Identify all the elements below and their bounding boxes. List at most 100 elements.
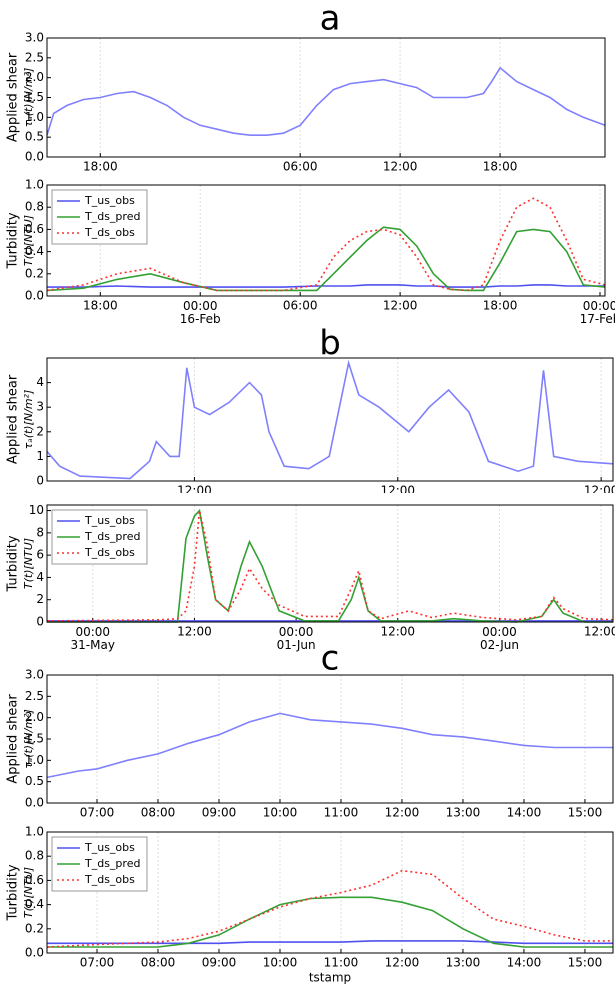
panel-label: a [320,0,341,39]
y-tick-label: 1 [36,449,44,463]
legend-label: T_us_obs [84,514,135,527]
y-axis-label: Applied shear [6,52,21,142]
series-line [46,510,614,622]
y-axis-label-math: T(t)[NTU] [22,538,35,589]
x-tick-label: 07:00 [80,956,115,970]
y-tick-label: 1.5 [25,90,44,104]
x-tick-label: 00:00 31-May [71,625,115,652]
y-tick-label: 4 [36,570,44,584]
panel: 07:00 08:00 09:00 10:00 11:00 12:00 13:00 14:00… [0,663,615,835]
x-tick-label: 18:00 [83,160,118,174]
y-tick-label: 1.0 [25,753,44,767]
y-tick-label: 0.6 [25,873,44,887]
y-tick-label: 0.4 [25,897,44,911]
y-tick-label: 3.0 [25,668,44,682]
x-tick-label: 11:00 [324,956,359,970]
y-axis-label-math: T(t)[NTU] [22,867,35,918]
series-line [46,66,606,136]
x-axis-label: tstamp [309,971,351,985]
panel-label: c [321,639,340,679]
x-tick-label: 07:00 [80,806,115,820]
x-tick-label: 10:00 [263,956,298,970]
series-line [46,197,606,292]
plot-area [47,675,613,803]
y-tick-label: 6 [36,548,44,562]
y-axis-label: Turbidity [6,212,21,269]
panel-label: b [319,324,341,364]
x-tick-label: 13:00 [446,806,481,820]
panel: 18:00 00:00 16-Feb 06:00 12:00 18:00 00:00 17-F… [0,173,615,326]
y-axis-label: Turbidity [6,864,21,921]
panel: 00:00 31-May 12:00 00:00 01-Jun 12:00 00:00 02-… [0,493,615,652]
y-tick-label: 0.0 [25,289,44,303]
plot-frame [46,357,614,482]
x-tick-label: 00:00 16-Feb [180,299,221,326]
y-axis-label-math: τₐ(t)[N/m²] [22,709,35,768]
y-axis-label: Applied shear [6,374,21,464]
x-tick-label: 10:00 [263,806,298,820]
y-tick-label: 2.0 [25,710,44,724]
y-tick-label: 0.0 [25,150,44,164]
legend-label: T_us_obs [84,841,135,854]
plot-area [47,358,613,481]
plot-frame [46,674,614,804]
y-tick-label: 0.4 [25,244,44,258]
y-tick-label: 1.0 [25,110,44,124]
legend-label: T_ds_pred [84,857,140,870]
panel: 07:00 08:00 09:00 10:00 11:00 12:00 13:00 14:00… [0,820,615,985]
legend-label: T_ds_obs [84,873,135,886]
y-tick-label: 0.2 [25,266,44,280]
y-tick-label: 0.8 [25,200,44,214]
series-line [47,508,613,623]
series-line [46,226,606,292]
y-tick-label: 1.5 [25,732,44,746]
x-tick-label: 00:00 01-Jun [277,625,316,652]
legend-label: T_us_obs [84,194,135,207]
series-line [47,284,605,288]
panel: 18:00 06:00 12:00 18:00 0.0 0.5 1.0 1.5 2.0 2.5 3.… [0,26,615,189]
plot-frame [46,504,614,623]
y-tick-label: 0.0 [25,946,44,960]
series-line [46,712,613,779]
y-tick-label: 1.0 [25,825,44,839]
y-tick-label: 3 [36,400,44,414]
x-tick-label: 09:00 [202,806,237,820]
x-tick-label: 12:00 [584,625,615,639]
x-tick-label: 15:00 [568,806,603,820]
y-axis-label-math: T(t)[NTU] [22,215,35,266]
x-tick-label: 06:00 [283,299,318,313]
x-tick-label: 12:00 [383,160,418,174]
series-line [46,869,613,948]
y-axis-label-math: τₐ(t)[N/m²] [22,390,35,449]
y-tick-label: 4 [36,375,44,389]
y-tick-label: 2 [36,592,44,606]
y-tick-label: 1.0 [25,178,44,192]
x-tick-label: 12:00 [380,625,415,639]
y-tick-label: 2 [36,424,44,438]
legend-label: T_ds_obs [84,226,135,239]
x-tick-label: 08:00 [141,806,176,820]
y-tick-label: 8 [36,525,44,539]
y-tick-label: 3.0 [25,31,44,45]
y-tick-label: 0.6 [25,222,44,236]
x-tick-label: 06:00 [283,160,318,174]
x-tick-label: 12:00 [177,625,212,639]
x-tick-label: 08:00 [141,956,176,970]
x-tick-label: 11:00 [324,806,359,820]
x-tick-label: 18:00 [483,299,518,313]
series-line [47,896,613,948]
y-tick-label: 0.5 [25,774,44,788]
y-tick-label: 0.8 [25,849,44,863]
x-tick-label: 15:00 [568,956,603,970]
y-tick-label: 0.2 [25,921,44,935]
y-axis-label: Applied shear [6,694,21,784]
x-tick-label: 13:00 [446,956,481,970]
x-tick-label: 18:00 [83,299,118,313]
y-axis-label: Turbidity [6,535,21,592]
x-tick-label: 09:00 [202,956,237,970]
y-tick-label: 2.5 [25,689,44,703]
y-tick-label: 10 [29,503,44,517]
